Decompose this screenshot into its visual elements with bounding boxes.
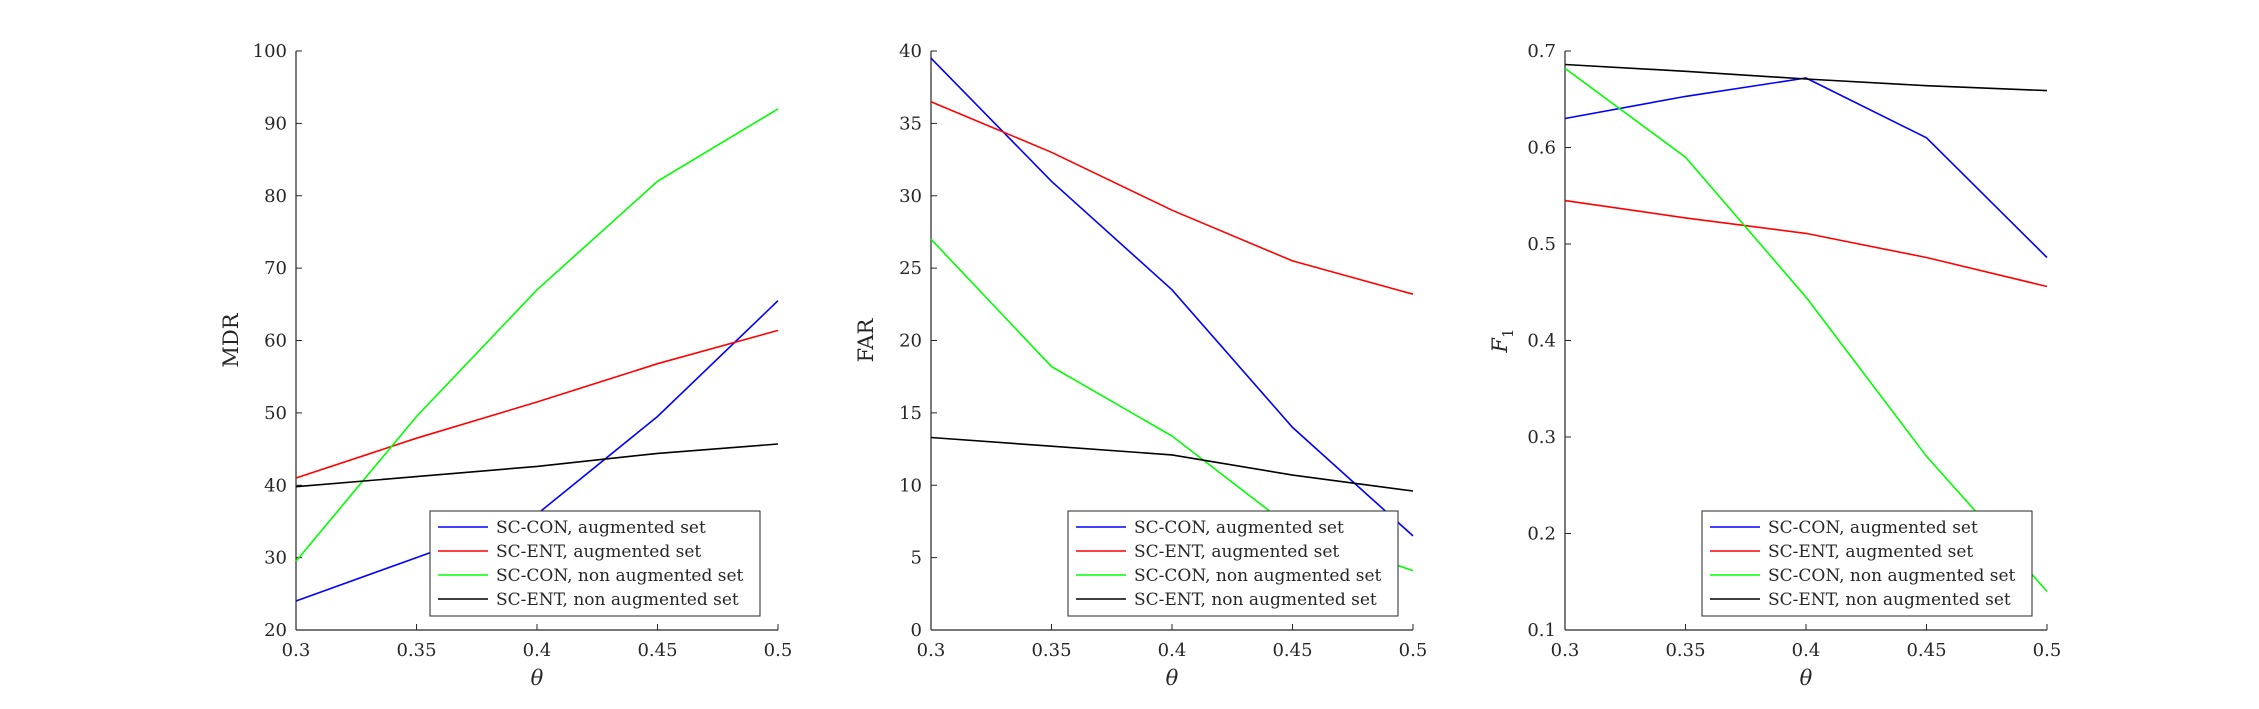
y-axis-label: F1 (1488, 328, 1517, 353)
series-line-3 (1564, 67, 2048, 592)
legend-entry: SC-CON, augmented set (1134, 518, 1344, 538)
legend: SC-CON, augmented set SC-ENT, augmented s… (1067, 510, 1399, 617)
series-line-2 (930, 100, 1414, 295)
y-tick-label: 25 (899, 258, 922, 279)
y-tick-label: 35 (899, 113, 922, 134)
y-tick-label: 100 (253, 41, 287, 62)
legend-entry: SC-ENT, augmented set (496, 542, 701, 562)
series-line-4 (295, 443, 779, 488)
y-tick-label: 10 (899, 475, 922, 496)
legend-entry: SC-CON, augmented set (496, 518, 706, 538)
y-tick-label: 0.5 (1527, 234, 1556, 255)
x-tick-label: 0.4 (1158, 640, 1187, 661)
legend: SC-CON, augmented set SC-ENT, augmented s… (1701, 510, 2033, 617)
y-tick-label: 0.3 (1527, 427, 1556, 448)
y-axis-label: MDR (219, 312, 243, 367)
y-tick-label: 15 (899, 403, 922, 424)
x-tick-label: 0.35 (1665, 640, 1705, 661)
legend: SC-CON, augmented set SC-ENT, augmented s… (429, 510, 761, 617)
x-tick-label: 0.4 (523, 640, 552, 661)
legend-entry: SC-ENT, non augmented set (1134, 590, 1377, 610)
y-tick-label: 30 (264, 548, 287, 569)
x-tick-label: 0.5 (2033, 640, 2062, 661)
x-tick-label: 0.3 (917, 640, 946, 661)
chart-2: 0.3 0.35 0.4 0.45 0.5 0 5 10 15 20 25 30 35 40 θ FAR SC-… (854, 41, 1427, 690)
series-line-4 (1564, 63, 2048, 92)
chart-1: 0.3 0.35 0.4 0.45 0.5 20 30 40 50 60 70 80 90 100 θ MDR… (219, 41, 792, 690)
series-line-2 (295, 329, 779, 479)
y-tick-label: 60 (264, 331, 287, 352)
chart-3: 0.3 0.35 0.4 0.45 0.5 0.1 0.2 0.3 0.4 0.5 0.6 0.7 θ F… (1488, 41, 2061, 690)
x-tick-label: 0.5 (1399, 640, 1428, 661)
legend-entry: SC-ENT, non augmented set (496, 590, 739, 610)
y-tick-label: 0.6 (1527, 138, 1556, 159)
x-tick-label: 0.5 (764, 640, 793, 661)
series-line-2 (1564, 199, 2048, 288)
x-tick-label: 0.45 (1272, 640, 1312, 661)
y-tick-label: 50 (264, 403, 287, 424)
series-line-1 (930, 57, 1414, 537)
x-tick-label: 0.3 (1551, 640, 1580, 661)
legend-entry: SC-ENT, augmented set (1134, 542, 1339, 562)
y-tick-label: 40 (264, 475, 287, 496)
legend-entry: SC-CON, non augmented set (1768, 566, 2016, 586)
y-tick-label: 0.4 (1527, 331, 1556, 352)
x-axis-label: θ (531, 666, 544, 690)
legend-entry: SC-ENT, augmented set (1768, 542, 1973, 562)
legend-entry: SC-CON, non augmented set (496, 566, 744, 586)
y-tick-label: 40 (899, 41, 922, 62)
legend-entry: SC-CON, augmented set (1768, 518, 1978, 538)
x-tick-label: 0.45 (1906, 640, 1946, 661)
y-tick-label: 20 (264, 620, 287, 641)
y-tick-label: 30 (899, 186, 922, 207)
y-tick-label: 0.7 (1527, 41, 1556, 62)
y-tick-label: 80 (264, 186, 287, 207)
legend-entry: SC-ENT, non augmented set (1768, 590, 2011, 610)
y-tick-label: 0.2 (1527, 524, 1556, 545)
y-tick-label: 0.1 (1527, 620, 1556, 641)
y-axis-label: FAR (854, 317, 878, 362)
y-tick-label: 5 (911, 548, 922, 569)
series-line-1 (1564, 77, 2048, 259)
series-line-4 (930, 436, 1414, 492)
legend-box (1701, 510, 2033, 617)
y-tick-label: 20 (899, 331, 922, 352)
y-tick-label: 90 (264, 113, 287, 134)
x-axis-label: θ (1800, 666, 1813, 690)
x-tick-label: 0.35 (1031, 640, 1071, 661)
x-axis-label: θ (1166, 666, 1179, 690)
x-tick-label: 0.35 (396, 640, 436, 661)
x-tick-label: 0.3 (282, 640, 311, 661)
x-tick-label: 0.4 (1792, 640, 1821, 661)
legend-entry: SC-CON, non augmented set (1134, 566, 1382, 586)
y-tick-label: 0 (911, 620, 922, 641)
x-tick-label: 0.45 (637, 640, 677, 661)
series-line-3 (295, 108, 779, 562)
y-tick-label: 70 (264, 258, 287, 279)
